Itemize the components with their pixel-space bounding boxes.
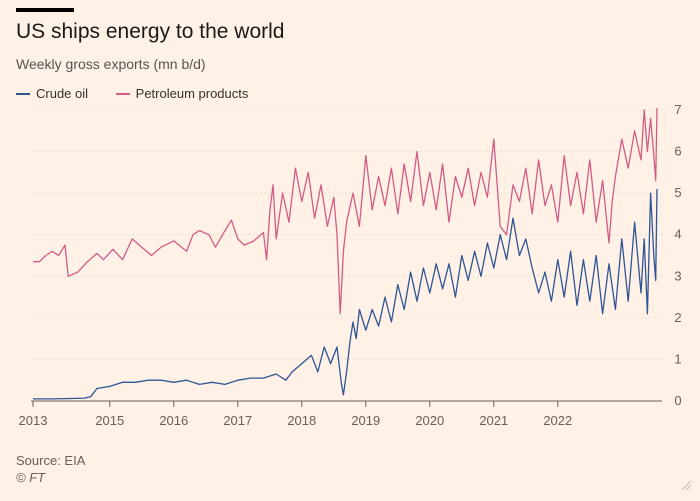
x-tick-label: 2018: [287, 413, 316, 428]
ft-top-bar: [16, 8, 74, 12]
x-tick-label: 2013: [19, 413, 48, 428]
y-tick-label: 2: [674, 310, 681, 325]
series-line-petroleum-products: [33, 107, 658, 315]
x-tick-label: 2021: [479, 413, 508, 428]
source-note: Source: EIA: [16, 453, 86, 468]
legend-swatch-crude: [16, 92, 30, 95]
legend-swatch-products: [115, 92, 130, 95]
x-tick-label: 2015: [95, 413, 124, 428]
y-tick-label: 7: [674, 102, 681, 117]
chart-title: US ships energy to the world: [16, 20, 285, 43]
x-tick-label: 2017: [223, 413, 252, 428]
y-tick-label: 4: [674, 227, 681, 242]
x-tick-label: 2022: [543, 413, 572, 428]
y-tick-label: 6: [674, 144, 681, 159]
legend-item-crude: Crude oil: [16, 86, 88, 101]
legend: Crude oil Petroleum products: [16, 86, 272, 101]
chart-subtitle: Weekly gross exports (mn b/d): [16, 56, 206, 72]
legend-label-products: Petroleum products: [135, 86, 249, 101]
resize-handle-icon[interactable]: [680, 479, 692, 491]
x-tick-label: 2019: [351, 413, 380, 428]
series-line-crude-oil: [33, 188, 658, 400]
y-tick-label: 1: [674, 351, 681, 366]
y-tick-label: 5: [674, 185, 681, 200]
legend-label-crude: Crude oil: [36, 86, 89, 101]
legend-item-products: Petroleum products: [115, 86, 249, 101]
x-tick-label: 2016: [159, 413, 188, 428]
x-tick-label: 2020: [415, 413, 444, 428]
y-tick-label: 3: [674, 268, 681, 283]
ft-credit: © FT: [16, 470, 46, 485]
y-tick-label: 0: [674, 393, 681, 408]
